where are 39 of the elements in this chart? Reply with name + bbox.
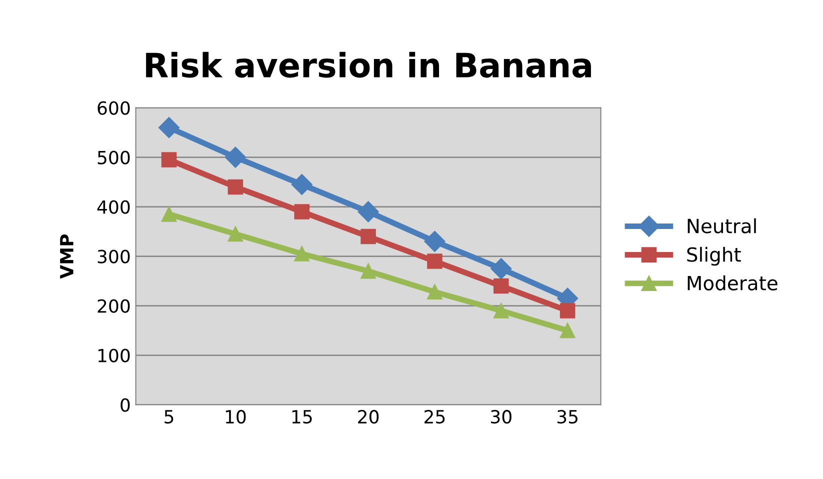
x-tick-label: 5 <box>164 410 174 424</box>
x-tick-label: 25 <box>424 410 445 424</box>
x-tick-label: 10 <box>226 410 246 424</box>
point <box>158 117 180 138</box>
point <box>161 152 177 168</box>
x-tick-label: 35 <box>557 410 578 424</box>
point <box>291 174 312 196</box>
y-tick-label: 400 <box>97 200 130 214</box>
point <box>161 206 177 222</box>
point <box>228 226 244 242</box>
legend-label: Neutral <box>688 218 756 234</box>
legend-label: Moderate <box>688 275 778 290</box>
point <box>490 258 512 280</box>
point <box>294 246 310 262</box>
x-tick-label: 15 <box>292 410 312 424</box>
point <box>360 263 376 279</box>
y-tick-label: 300 <box>98 250 130 264</box>
point <box>427 254 442 269</box>
x-tick-label: 30 <box>491 410 512 424</box>
y-tick-label: 600 <box>98 101 130 115</box>
x-tick-label: 20 <box>358 410 379 424</box>
point <box>224 146 246 168</box>
point <box>427 284 442 300</box>
point <box>424 230 446 252</box>
y-tick-label: 200 <box>98 299 130 313</box>
y-axis-title: VMP <box>60 234 74 279</box>
y-tick-label: 500 <box>98 150 130 164</box>
y-tick-label: 0 <box>120 398 130 412</box>
point <box>494 278 509 294</box>
chart-title: Risk aversion in Banana <box>146 52 591 78</box>
point <box>358 201 379 222</box>
y-tick-label: 100 <box>98 348 130 362</box>
point <box>560 303 576 318</box>
point <box>494 303 509 318</box>
point <box>228 179 244 195</box>
point <box>294 204 310 220</box>
legend-label: Slight <box>687 246 741 266</box>
point <box>360 228 376 244</box>
point <box>560 322 576 338</box>
